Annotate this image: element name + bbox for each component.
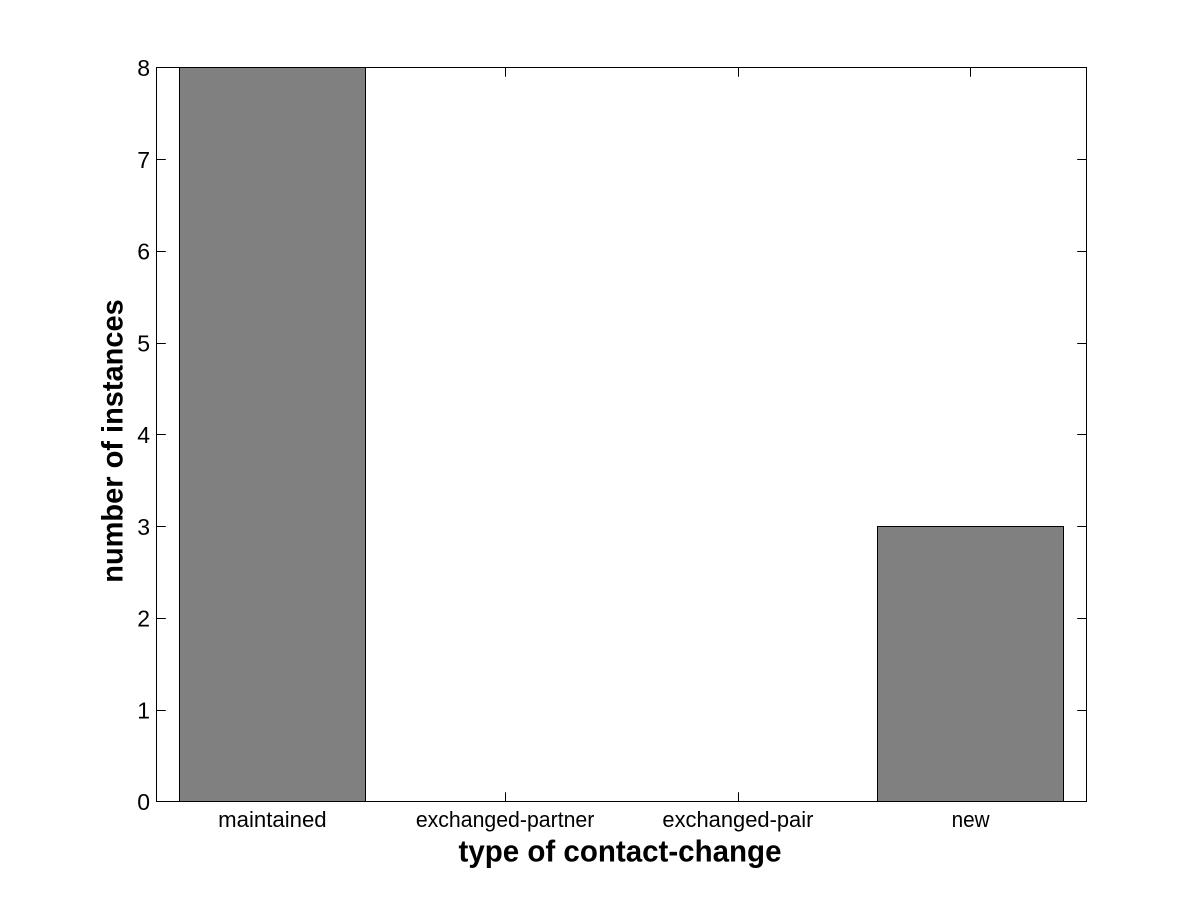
- svg-text:7: 7: [137, 147, 150, 173]
- svg-text:exchanged-partner: exchanged-partner: [416, 807, 595, 832]
- svg-text:0: 0: [137, 789, 150, 815]
- svg-text:8: 8: [137, 55, 150, 81]
- svg-text:number of instances: number of instances: [97, 299, 130, 583]
- svg-text:6: 6: [137, 239, 150, 265]
- svg-text:maintained: maintained: [218, 807, 327, 832]
- svg-text:1: 1: [137, 697, 150, 723]
- svg-text:3: 3: [137, 514, 150, 540]
- svg-text:new: new: [952, 807, 991, 832]
- svg-text:5: 5: [137, 330, 150, 356]
- svg-text:type of contact-change: type of contact-change: [459, 834, 782, 869]
- svg-text:exchanged-pair: exchanged-pair: [662, 807, 813, 832]
- svg-text:4: 4: [137, 422, 150, 448]
- svg-text:2: 2: [137, 606, 150, 632]
